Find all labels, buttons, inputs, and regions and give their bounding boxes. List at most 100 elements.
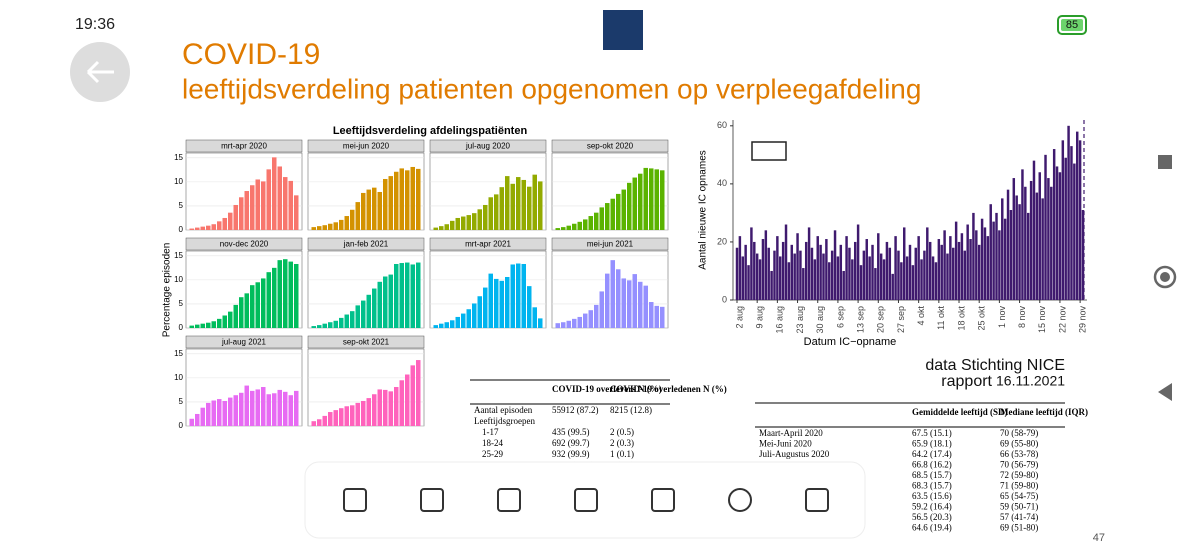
bar xyxy=(410,166,415,230)
bar xyxy=(802,268,805,300)
bar xyxy=(649,302,654,328)
panel-strip xyxy=(185,237,303,251)
y-tick-label: 0 xyxy=(722,294,727,304)
bar xyxy=(189,325,194,328)
bar xyxy=(206,225,211,230)
table-cell: 2 (0.3) xyxy=(610,438,634,448)
toolbar-button[interactable] xyxy=(574,488,598,512)
bar xyxy=(810,247,814,300)
panel-bg xyxy=(307,152,425,231)
table-header: COVID-19 overlevers N (%) xyxy=(552,384,662,394)
toolbar-button[interactable] xyxy=(728,488,752,512)
bar xyxy=(361,400,366,426)
table-cell: 932 (99.9) xyxy=(552,449,590,459)
bar xyxy=(328,412,333,426)
bar xyxy=(853,241,857,300)
y-tick-label: 0 xyxy=(179,421,184,430)
table-cell: 67.5 (15.1) xyxy=(912,428,952,438)
y-tick-label: 40 xyxy=(717,178,727,188)
bar xyxy=(461,313,466,328)
bar xyxy=(538,181,543,230)
bar xyxy=(521,263,526,328)
bar xyxy=(977,244,981,300)
bar xyxy=(888,247,892,300)
bar xyxy=(288,395,293,426)
x-label: Datum IC−opname xyxy=(804,336,897,348)
toolbar xyxy=(304,461,866,539)
bar xyxy=(383,276,388,328)
x-tick-label: 15 nov xyxy=(1037,306,1047,334)
bar xyxy=(572,223,577,230)
bar xyxy=(399,380,404,426)
toolbar-button[interactable] xyxy=(805,488,829,512)
bar xyxy=(521,179,526,230)
bar xyxy=(822,253,825,300)
bar xyxy=(744,244,747,300)
bar xyxy=(1026,212,1030,300)
x-tick-label: 22 nov xyxy=(1057,306,1067,334)
bar xyxy=(865,239,868,300)
bar xyxy=(277,260,282,328)
bar xyxy=(605,273,610,328)
bar xyxy=(466,309,471,328)
bar xyxy=(839,244,843,300)
bar xyxy=(1029,180,1033,300)
bar xyxy=(1024,186,1027,300)
table-cell: 56.5 (20.3) xyxy=(912,512,952,522)
bar xyxy=(377,281,382,328)
bar xyxy=(616,193,621,230)
bar xyxy=(790,244,794,300)
bar xyxy=(294,390,299,426)
x-tick-label: 25 okt xyxy=(977,306,987,331)
bar xyxy=(283,177,288,230)
bar xyxy=(266,394,271,426)
bar xyxy=(350,209,355,230)
nav-back[interactable] xyxy=(1158,383,1172,401)
bar xyxy=(908,244,912,300)
bar xyxy=(1006,189,1010,300)
toolbar-button[interactable] xyxy=(420,488,444,512)
bar xyxy=(510,264,515,328)
bar xyxy=(1070,146,1073,300)
bar xyxy=(963,250,967,300)
bar xyxy=(566,320,571,328)
toolbar-button[interactable] xyxy=(343,488,367,512)
panel-title: jan-feb 2021 xyxy=(343,240,389,249)
bar xyxy=(477,296,482,328)
bar xyxy=(361,192,366,230)
bar xyxy=(333,320,338,328)
bar xyxy=(920,259,923,300)
bar xyxy=(311,227,316,230)
bar xyxy=(975,230,978,300)
bar xyxy=(505,176,510,230)
bar xyxy=(394,387,399,426)
table-cell: 1 (0.1) xyxy=(610,449,634,459)
bar xyxy=(277,389,282,426)
source: data Stichting NICE xyxy=(925,357,1065,374)
bar xyxy=(793,253,796,300)
bar xyxy=(339,219,344,230)
report-date: 16.11.2021 xyxy=(996,373,1065,389)
bar xyxy=(195,413,200,426)
bar xyxy=(322,415,327,426)
bar xyxy=(905,256,909,300)
table-cell: 25-29 xyxy=(482,449,503,459)
panel-bg xyxy=(185,348,303,427)
toolbar-button[interactable] xyxy=(651,488,675,512)
bar xyxy=(233,395,238,426)
bar xyxy=(583,219,588,230)
x-tick-label: 13 sep xyxy=(855,306,865,333)
table-cell: 63.5 (15.6) xyxy=(912,491,952,501)
nav-home[interactable] xyxy=(1153,265,1177,289)
panel-bg xyxy=(185,152,303,231)
toolbar-button[interactable] xyxy=(497,488,521,512)
table-cell: Mei-Juni 2020 xyxy=(759,439,812,449)
bar xyxy=(960,233,964,300)
bar xyxy=(928,241,932,300)
nav-stop[interactable] xyxy=(1158,155,1172,169)
bar xyxy=(1081,210,1085,300)
table-cell: Juli-Augustus 2020 xyxy=(759,449,830,459)
bar xyxy=(911,265,915,300)
table-cell: 57 (41-74) xyxy=(1000,512,1038,522)
panel-strip xyxy=(307,237,425,251)
